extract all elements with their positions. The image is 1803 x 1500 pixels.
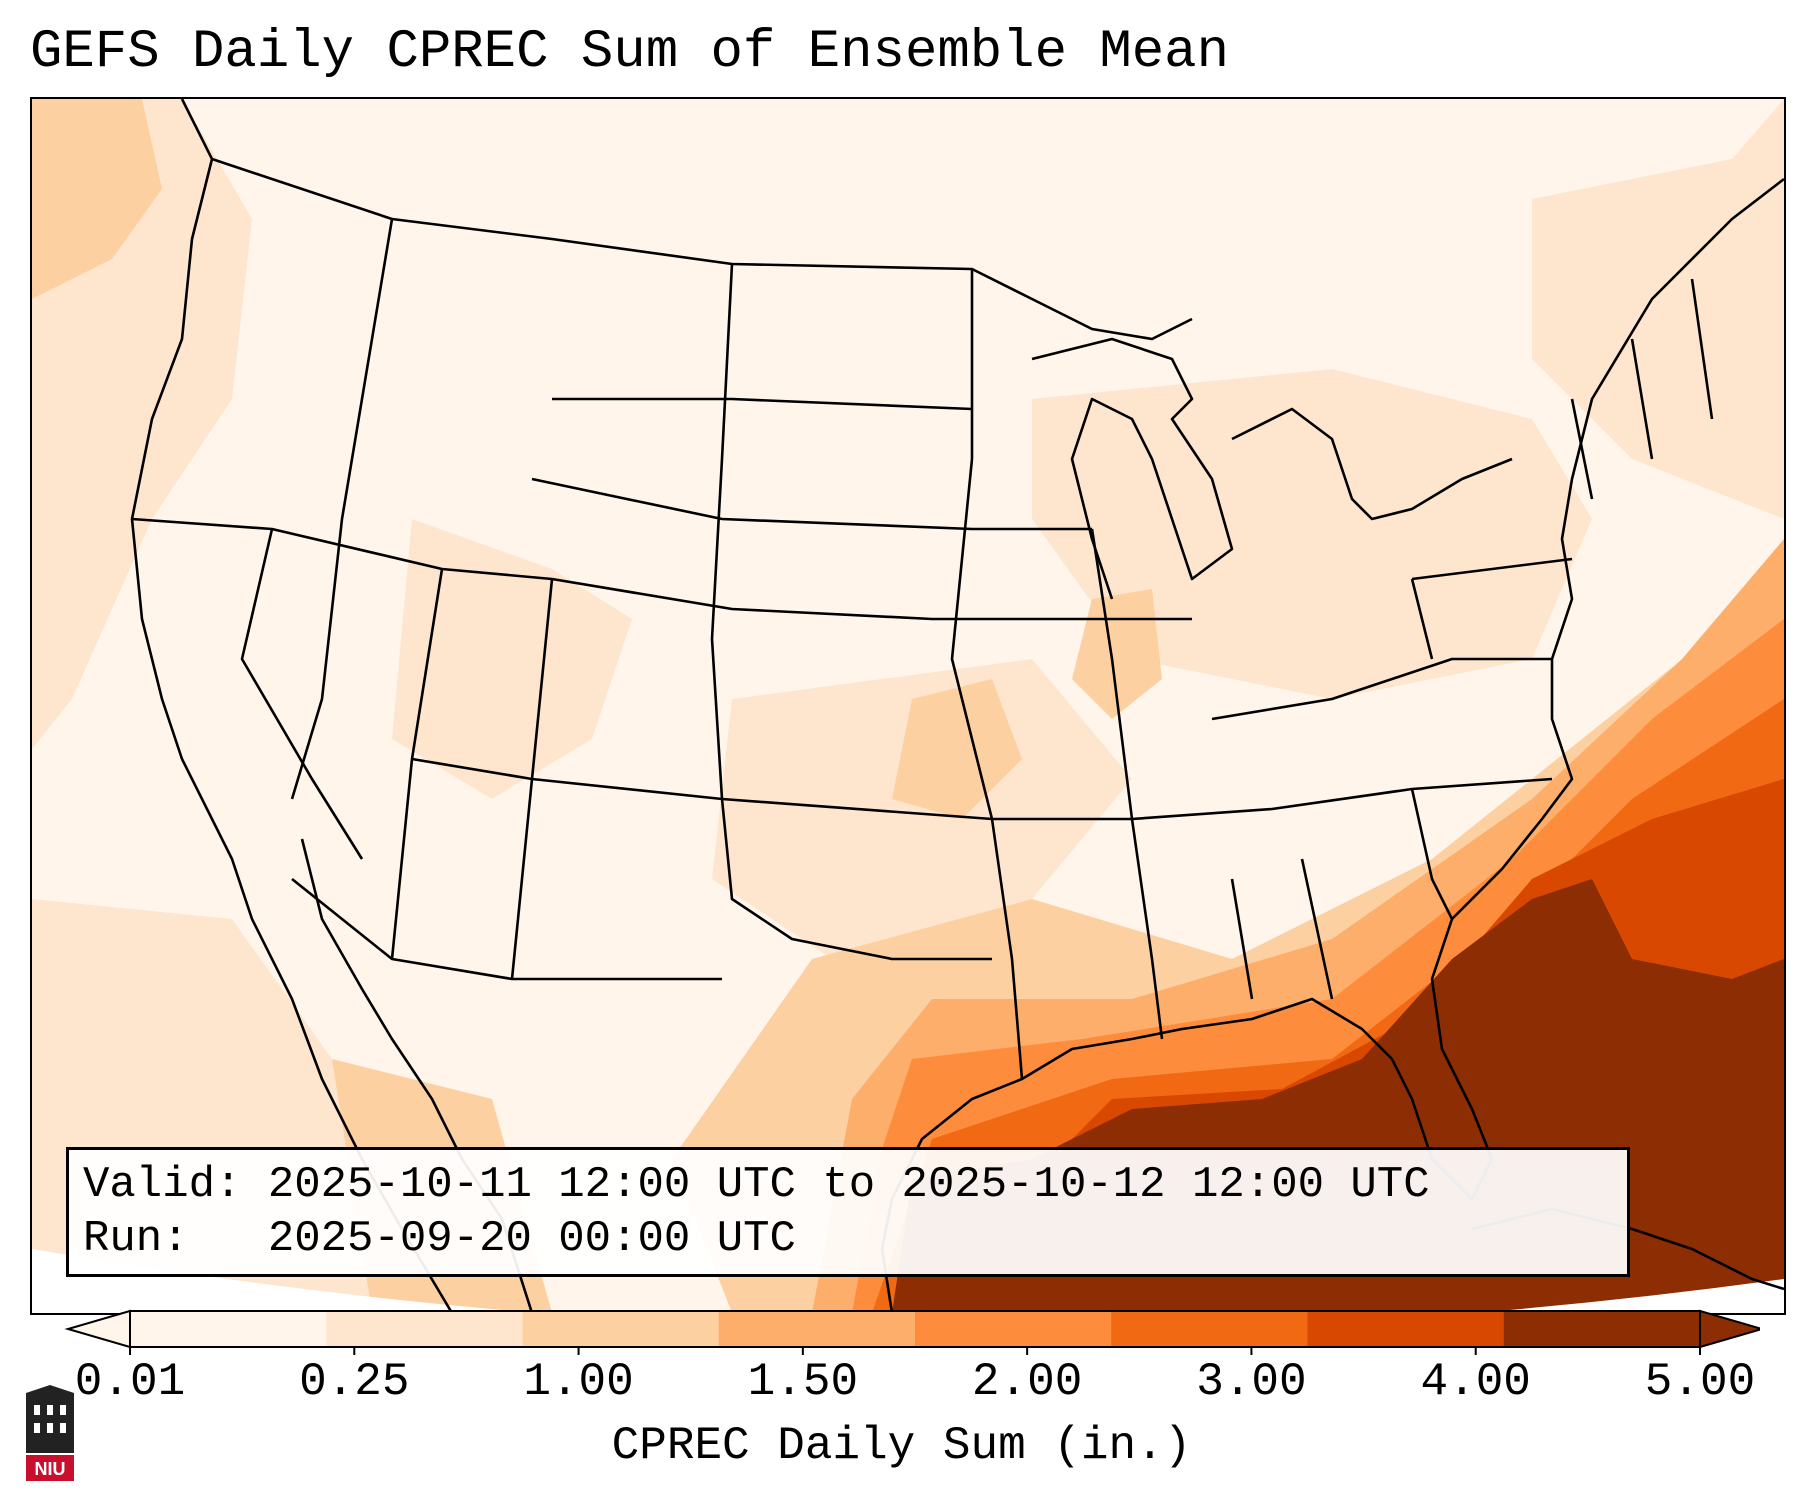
state-boundary [1300, 858, 1334, 1000]
colorbar-segment [522, 1311, 720, 1347]
state-boundary [1570, 398, 1594, 500]
state-boundary [720, 798, 992, 961]
colorbar-segment [915, 1311, 1112, 1347]
colorbar-segment [1111, 1311, 1308, 1347]
state-boundary [1230, 878, 1254, 1000]
colorbar-tick-label: 5.00 [1644, 1356, 1756, 1408]
state-boundary [1410, 788, 1454, 920]
precip-field-medium [1072, 589, 1162, 719]
precip-field-light [1032, 369, 1592, 699]
svg-text:NIU: NIU [35, 1459, 66, 1479]
colorbar-segment [718, 1311, 916, 1347]
state-boundary [1410, 578, 1434, 660]
state-boundary [1211, 657, 1552, 721]
colorbar-tick-label: 0.01 [74, 1356, 186, 1408]
state-boundary [291, 877, 722, 981]
colorbar-label: CPREC Daily Sum (in.) [611, 1420, 1192, 1472]
great-lakes [1031, 337, 1234, 600]
colorbar-extend-high [1699, 1309, 1760, 1349]
colorbar-tick-label: 1.00 [523, 1356, 634, 1408]
state-boundary [1630, 338, 1654, 460]
great-lakes [1231, 407, 1513, 521]
colorbar-segment [1307, 1311, 1505, 1347]
state-boundary [240, 528, 364, 860]
chart-title: GEFS Daily CPREC Sum of Ensemble Mean [30, 22, 1229, 83]
state-boundary [131, 517, 1192, 621]
map-panel [30, 97, 1786, 1315]
run-text: Run: 2025-09-20 00:00 UTC [83, 1214, 796, 1264]
state-boundary [1690, 278, 1714, 420]
colorbar [64, 1309, 1760, 1355]
precip-field-medium [32, 99, 162, 299]
precip-map [32, 99, 1784, 1313]
state-boundary [710, 263, 734, 800]
precip-field-light [392, 519, 632, 799]
niu-logo: NIU [26, 1385, 74, 1481]
colorbar-extend-low [64, 1309, 131, 1349]
state-boundary [1131, 777, 1553, 821]
colorbar-tick-label: 3.00 [1196, 1356, 1307, 1408]
colorbar-outline [129, 1310, 1701, 1348]
precip-field-light [1532, 99, 1784, 519]
state-boundary [1411, 557, 1573, 581]
colorbar-segment [130, 1311, 327, 1347]
colorbar-tick-label: 4.00 [1420, 1356, 1531, 1408]
map-domain-edge [32, 1249, 1784, 1313]
state-boundary [290, 218, 394, 800]
precip-field-light [712, 659, 1132, 959]
colorbar-tick-label: 1.50 [747, 1356, 859, 1408]
colorbar-tick-label: 2.00 [971, 1356, 1083, 1408]
valid-run-box: Valid: 2025-10-11 12:00 UTC to 2025-10-1… [66, 1147, 1630, 1277]
coastline-west [130, 99, 454, 1313]
colorbar-segment [1503, 1311, 1701, 1347]
colorbar-tick-label: 0.25 [299, 1356, 410, 1408]
colorbar-segment [326, 1311, 523, 1347]
precip-field-medium [892, 679, 1022, 819]
valid-text: Valid: 2025-10-11 12:00 UTC to 2025-10-1… [83, 1160, 1430, 1210]
state-boundary [950, 269, 1024, 1080]
state-boundary [552, 397, 973, 411]
precip-field-extreme [1472, 1019, 1592, 1159]
state-boundary [531, 477, 1092, 531]
